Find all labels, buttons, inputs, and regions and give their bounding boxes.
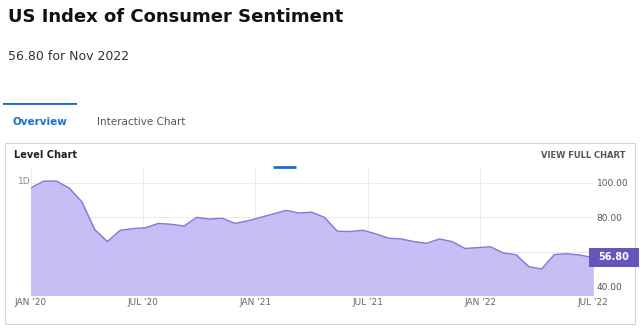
Text: MAX: MAX bbox=[385, 177, 406, 186]
Text: 6M: 6M bbox=[166, 177, 180, 186]
Text: 56.80 for Nov 2022: 56.80 for Nov 2022 bbox=[8, 51, 129, 63]
Text: YTD: YTD bbox=[201, 177, 219, 186]
Text: VIEW FULL CHART: VIEW FULL CHART bbox=[541, 151, 626, 160]
Text: US Index of Consumer Sentiment: US Index of Consumer Sentiment bbox=[8, 9, 343, 26]
Text: Interactive Chart: Interactive Chart bbox=[97, 117, 185, 127]
Text: Level Chart: Level Chart bbox=[14, 151, 77, 160]
Text: 1Y: 1Y bbox=[241, 177, 253, 186]
Text: 5D: 5D bbox=[55, 177, 68, 186]
Text: 1M: 1M bbox=[92, 177, 106, 186]
FancyBboxPatch shape bbox=[5, 143, 635, 324]
Text: 5Y: 5Y bbox=[316, 177, 327, 186]
Text: 10Y: 10Y bbox=[350, 177, 367, 186]
Text: 56.80: 56.80 bbox=[598, 253, 630, 262]
Text: Overview: Overview bbox=[13, 117, 67, 127]
Text: 3Y: 3Y bbox=[278, 177, 291, 186]
FancyBboxPatch shape bbox=[3, 103, 77, 141]
Text: 3M: 3M bbox=[129, 177, 143, 186]
Text: 1D: 1D bbox=[18, 177, 31, 186]
